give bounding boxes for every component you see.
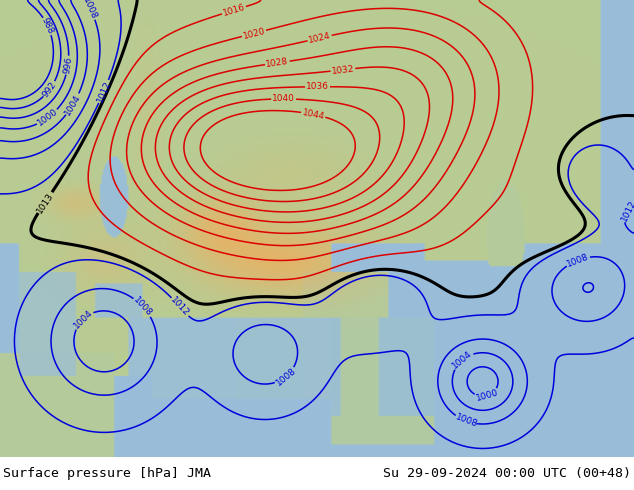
Text: 1004: 1004: [63, 92, 83, 117]
Text: Surface pressure [hPa] JMA: Surface pressure [hPa] JMA: [3, 467, 211, 480]
Text: 1008: 1008: [274, 366, 297, 388]
Text: 1040: 1040: [272, 95, 295, 103]
Text: 1004: 1004: [72, 308, 94, 331]
Text: 1008: 1008: [81, 0, 98, 21]
Text: 1032: 1032: [331, 64, 355, 75]
Text: 996: 996: [62, 56, 74, 74]
Text: 1024: 1024: [307, 31, 332, 45]
Text: 1008: 1008: [455, 413, 479, 430]
Text: 1012: 1012: [169, 295, 191, 318]
Text: 988: 988: [40, 17, 55, 36]
Text: 1000: 1000: [475, 388, 499, 403]
Text: 1016: 1016: [222, 2, 246, 18]
Text: 1004: 1004: [451, 349, 474, 371]
Text: Su 29-09-2024 00:00 UTC (00+48): Su 29-09-2024 00:00 UTC (00+48): [383, 467, 631, 480]
Text: 1008: 1008: [132, 295, 154, 318]
Text: 1008: 1008: [566, 252, 590, 269]
Text: 1012: 1012: [620, 198, 634, 223]
Text: 992: 992: [41, 80, 58, 99]
Text: 1000: 1000: [36, 107, 60, 128]
Text: 1013: 1013: [35, 191, 55, 215]
Text: 1028: 1028: [266, 57, 289, 69]
Text: 1044: 1044: [301, 108, 325, 121]
Text: 1020: 1020: [242, 26, 266, 41]
Text: 1012: 1012: [95, 79, 112, 104]
Text: 1036: 1036: [306, 82, 329, 91]
